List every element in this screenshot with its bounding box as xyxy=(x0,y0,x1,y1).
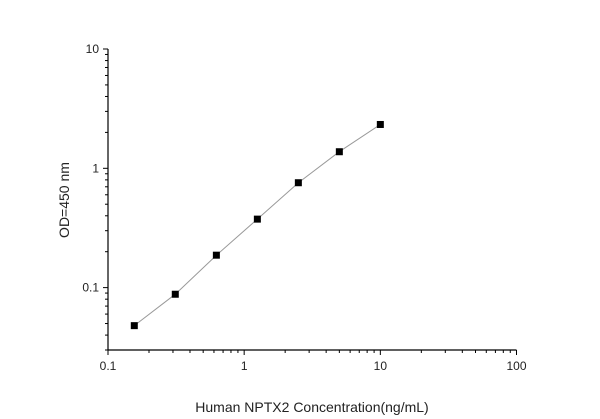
series-line xyxy=(133,124,381,326)
y-axis-title: OD=450 nm xyxy=(56,162,72,238)
data-point xyxy=(212,251,220,259)
data-point xyxy=(253,215,261,223)
x-tick-label: 0.1 xyxy=(100,359,117,373)
data-point xyxy=(376,120,384,128)
y-tick-label: 10 xyxy=(86,42,100,56)
x-tick-label: 10 xyxy=(374,359,388,373)
x-tick-label: 1 xyxy=(241,359,248,373)
data-point xyxy=(335,148,343,156)
data-point xyxy=(171,290,179,298)
data-point xyxy=(294,179,302,187)
y-tick-label: 0.1 xyxy=(82,281,99,295)
axes: 0.1 1 10 100 0.1 1 10 xyxy=(82,42,527,373)
data-point xyxy=(130,322,138,330)
series-marks xyxy=(130,120,384,330)
x-axis-title: Human NPTX2 Concentration(ng/mL) xyxy=(195,399,428,415)
x-tick-label: 100 xyxy=(506,359,526,373)
y-tick-label: 1 xyxy=(92,161,99,175)
